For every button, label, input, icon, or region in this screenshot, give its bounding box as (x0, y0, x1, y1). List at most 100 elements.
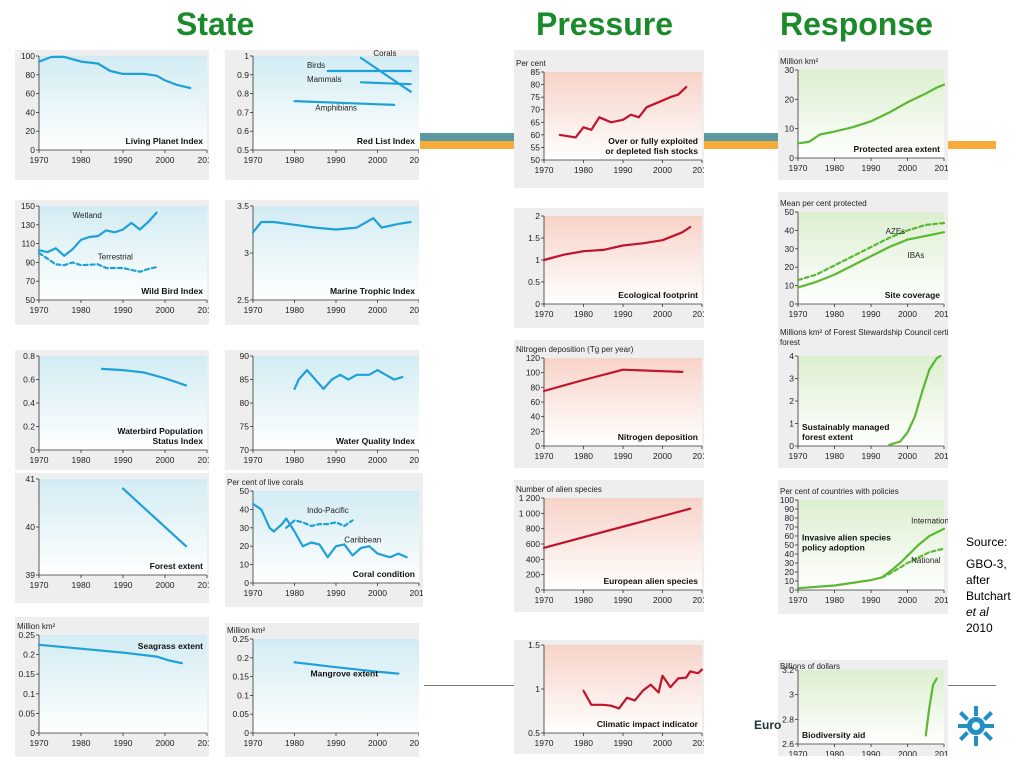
y-tick-label: 60 (531, 397, 541, 407)
y-tick-label: 30 (785, 65, 795, 75)
y-tick-label: 30 (240, 523, 250, 533)
series-line (285, 519, 354, 529)
y-axis-label: Mean per cent protected (780, 199, 867, 208)
series-line (251, 502, 408, 559)
series-line (796, 527, 946, 590)
chart-mti: 2.5 3 3.5 1970 1980 1990 2000 2010 Marine Trophi… (225, 200, 419, 325)
series-line (542, 507, 692, 549)
x-tick-label: 1970 (789, 451, 808, 461)
series-line (359, 56, 412, 93)
chart-svg: 0 10 20 30 40 50 1970 1980 1990 2000 2010 Per cent … (227, 478, 423, 598)
y-tick-label: 0.6 (23, 375, 35, 385)
chart-title: Forest extent (150, 561, 204, 571)
x-tick-label: 2000 (653, 595, 672, 605)
y-tick-label: 1.5 (528, 233, 540, 243)
chart-sites: 0 10 20 30 40 50 1970 1980 1990 2000 2010 Mean per … (778, 192, 948, 332)
chart-svg: 0 1 2 3 4 1970 1980 1990 2000 2010 Millions km² of… (780, 328, 948, 461)
y-tick-label: 20 (240, 541, 250, 551)
chart-title: Living Planet Index (126, 136, 204, 146)
plot-area (253, 639, 419, 733)
y-tick-label: 0 (535, 441, 540, 451)
x-tick-label: 1990 (327, 738, 346, 748)
plot-area (544, 645, 702, 733)
y-tick-label: 0 (30, 728, 35, 738)
y-axis-label: Billions of dollars (780, 662, 840, 671)
series-label: Corals (373, 50, 396, 58)
x-tick-label: 1980 (72, 738, 91, 748)
plot-area (253, 356, 419, 450)
y-tick-label: 55 (531, 142, 541, 152)
y-tick-label: 70 (240, 445, 250, 455)
y-tick-label: 0.9 (237, 70, 249, 80)
chart-svg: 0 0.05 0.1 0.15 0.2 0.25 1970 1980 1990 2000 2010 M… (17, 622, 209, 748)
chart-mangrove: 0 0.05 0.1 0.15 0.2 0.25 1970 1980 1990 2000 2010 M… (225, 623, 419, 757)
x-tick-label: 2010 (198, 580, 209, 590)
x-tick-label: 1970 (789, 309, 808, 319)
x-tick-label: 1970 (244, 455, 263, 465)
y-tick-label: 80 (240, 398, 250, 408)
y-tick-label: 20 (785, 94, 795, 104)
y-tick-label: 90 (26, 257, 36, 267)
y-axis-label: Nitrogen deposition (Tg per year) (516, 345, 634, 354)
y-tick-label: 60 (531, 130, 541, 140)
source-line: Butchart (966, 589, 1011, 603)
series-line (37, 643, 183, 665)
series-label: IBAs (908, 251, 925, 260)
chart-alien: 0 200 400 600 800 1 000 1 200 1970 1980 1990 2000 2… (514, 480, 704, 612)
plot-area (253, 206, 419, 300)
chart-svg: 0 20 40 60 80 100 1970 1980 1990 2000 2010 Living P… (21, 51, 209, 165)
x-tick-label: 1980 (285, 588, 304, 598)
series-label: Terrestrial (98, 253, 133, 262)
plot-area (39, 479, 207, 575)
y-axis-label: forest (780, 338, 801, 347)
y-tick-label: 30 (785, 244, 795, 254)
y-tick-label: 0.15 (232, 672, 249, 682)
y-tick-label: 80 (531, 80, 541, 90)
series-label: Wetland (73, 211, 102, 220)
decor-bar-orange (420, 141, 514, 149)
series-label: Amphibians (315, 104, 357, 113)
y-tick-label: 0.25 (232, 634, 249, 644)
y-tick-label: 85 (240, 375, 250, 385)
x-tick-label: 1980 (825, 595, 844, 605)
x-tick-label: 2010 (198, 738, 209, 748)
x-tick-label: 1990 (862, 309, 881, 319)
plot-area (798, 670, 944, 744)
chart-title: Coral condition (353, 569, 415, 579)
y-tick-label: 90 (785, 504, 795, 514)
y-tick-label: 1 (535, 684, 540, 694)
source-line: after (966, 573, 991, 587)
x-tick-label: 2010 (935, 749, 948, 756)
chart-coral: 0 10 20 30 40 50 1970 1980 1990 2000 2010 Per cent … (225, 473, 423, 607)
chart-svg: 70 75 80 85 90 1970 1980 1990 2000 2010 Water Qual… (240, 351, 419, 465)
x-tick-label: 1990 (614, 595, 633, 605)
series-line (293, 661, 400, 675)
y-tick-label: 90 (240, 351, 250, 361)
plot-area (39, 635, 207, 733)
source-note: Source: GBO-3, after Butchart et al 2010 (966, 534, 1024, 636)
y-tick-label: 0 (30, 445, 35, 455)
x-tick-label: 2000 (156, 155, 175, 165)
y-tick-label: 75 (240, 422, 250, 432)
series-line (888, 354, 942, 447)
x-tick-label: 2010 (410, 305, 419, 315)
y-tick-label: 4 (789, 351, 794, 361)
x-tick-label: 1990 (614, 451, 633, 461)
y-tick-label: 75 (531, 92, 541, 102)
chart-title: Over or fully exploited (608, 136, 698, 146)
plot-area (39, 356, 207, 450)
x-tick-label: 2000 (653, 309, 672, 319)
x-tick-label: 1980 (574, 738, 593, 748)
y-tick-label: 10 (785, 576, 795, 586)
y-tick-label: 0.7 (237, 107, 249, 117)
x-tick-label: 1980 (574, 165, 593, 175)
x-tick-label: 2010 (935, 451, 948, 461)
series-line (796, 221, 946, 282)
series-line (880, 547, 946, 579)
y-tick-label: 0.5 (528, 728, 540, 738)
y-tick-label: 20 (785, 567, 795, 577)
series-line (293, 369, 404, 391)
chart-forest: 39 40 41 1970 1980 1990 2000 2010 Forest extent (15, 473, 209, 603)
y-tick-label: 120 (526, 353, 540, 363)
